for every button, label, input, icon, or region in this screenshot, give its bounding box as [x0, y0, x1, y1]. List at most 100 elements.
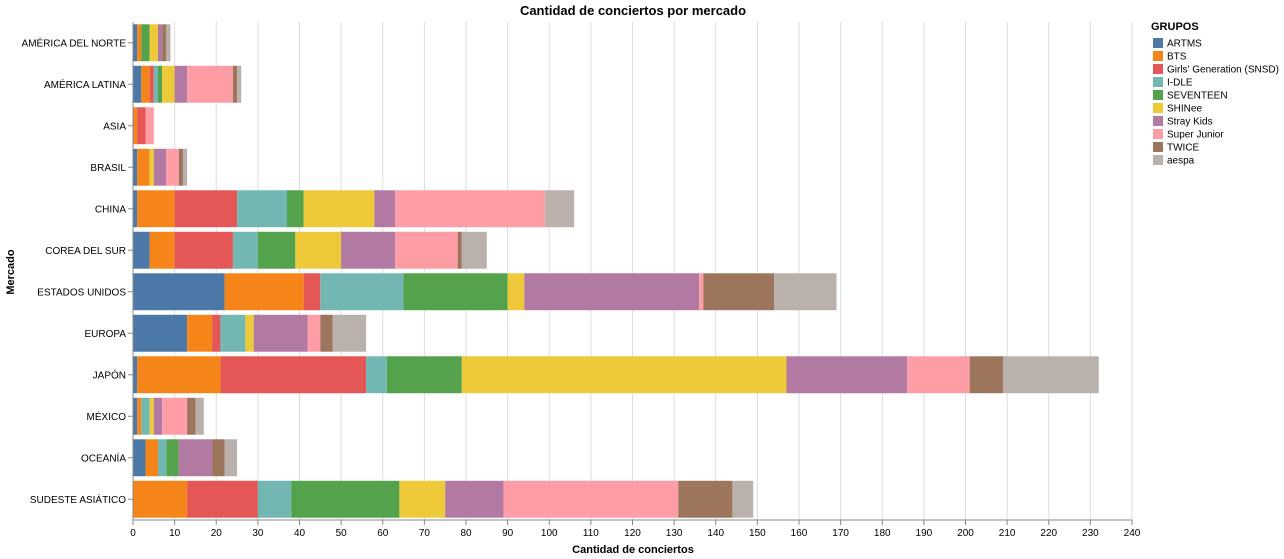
bar-segment [187, 480, 258, 518]
legend-swatch [1153, 116, 1163, 126]
bar-segment [133, 24, 138, 62]
bar-segment [237, 65, 242, 103]
y-tick-label: JAPÓN [93, 368, 126, 381]
bar-segment [774, 273, 837, 311]
bar-segment [187, 65, 233, 103]
x-tick-label: 120 [624, 528, 641, 539]
legend-swatch [1153, 103, 1163, 113]
bar-segment [232, 65, 238, 103]
bar-segment [907, 356, 970, 394]
bar-segment [320, 314, 333, 352]
bar-segment [220, 356, 367, 394]
bar-segment [149, 24, 158, 62]
bar-segment [133, 148, 138, 186]
x-tick-label: 200 [957, 528, 974, 539]
bar-segment [133, 231, 150, 269]
legend-swatch [1153, 51, 1163, 61]
bar-segment [461, 231, 487, 269]
bar-segment [332, 314, 367, 352]
bar-segment [157, 439, 167, 477]
y-tick-label: AMÉRICA LATINA [44, 78, 126, 91]
x-tick-label: 10 [169, 528, 181, 539]
bar-segment [386, 356, 462, 394]
bar-segment [212, 314, 221, 352]
y-tick-label: COREA DEL SUR [45, 246, 126, 257]
bar-segment [257, 480, 292, 518]
bar-segment [133, 480, 188, 518]
y-tick-label: CHINA [95, 204, 126, 215]
bar-segment [291, 480, 400, 518]
x-tick-label: 150 [749, 528, 766, 539]
y-tick-label: AMÉRICA DEL NORTE [22, 36, 127, 49]
x-tick-label: 70 [419, 528, 431, 539]
x-axis: 0 10 20 30 40 50 60 70 80 90 100 110 120 130 140 150 160… [130, 519, 1141, 539]
x-tick-label: 240 [1124, 528, 1141, 539]
bar-segment [162, 65, 175, 103]
bar-segment [732, 480, 754, 518]
bar-segment [162, 397, 188, 435]
bar-segment [341, 231, 396, 269]
bar-segment [195, 397, 204, 435]
legend-swatch [1153, 142, 1163, 152]
y-tick-label: OCEANÍA [81, 451, 126, 464]
bar-segment [141, 65, 150, 103]
bar-segment [133, 356, 138, 394]
bar-segment [166, 439, 179, 477]
y-tick-label: ESTADOS UNIDOS [37, 287, 126, 298]
bar-segment [445, 480, 504, 518]
bar-segment [157, 65, 163, 103]
bar-segment [162, 24, 167, 62]
legend-label: SEVENTEEN [1167, 91, 1228, 102]
bar-segment [137, 148, 150, 186]
bar-segment [153, 148, 167, 186]
x-tick-label: 110 [583, 528, 599, 539]
bar-segment [166, 148, 179, 186]
bar-segment [153, 65, 158, 103]
bar-segment [149, 148, 154, 186]
bar-segment [145, 439, 158, 477]
bar-segment [157, 24, 163, 62]
x-tick-label: 50 [336, 528, 348, 539]
legend: GRUPOS ARTMS BTS Girls' Generation (SNSD) I… [1151, 21, 1279, 167]
bar-segment [395, 190, 546, 228]
x-tick-label: 170 [832, 528, 849, 539]
chart-title: Cantidad de conciertos por mercado [520, 3, 746, 18]
x-tick-label: 40 [294, 528, 306, 539]
legend-swatch [1153, 64, 1163, 74]
x-axis-title: Cantidad de conciertos [572, 544, 694, 556]
y-tick-label: BRASIL [90, 163, 126, 174]
legend-swatch [1153, 90, 1163, 100]
x-tick-label: 80 [460, 528, 472, 539]
y-tick-label: SUDESTE ASIÁTICO [30, 493, 126, 506]
x-tick-label: 220 [1040, 528, 1057, 539]
bar-segment [232, 231, 258, 269]
x-tick-label: 20 [211, 528, 223, 539]
legend-swatch [1153, 38, 1163, 48]
bar-segment [133, 107, 138, 145]
bar-segment [141, 397, 150, 435]
legend-swatch [1153, 77, 1163, 87]
bar-segment [287, 190, 304, 228]
x-tick-label: 60 [377, 528, 389, 539]
y-tick-label: ASIA [103, 121, 126, 132]
x-tick-label: 30 [252, 528, 264, 539]
x-tick-label: 210 [999, 528, 1016, 539]
x-tick-label: 190 [916, 528, 933, 539]
x-tick-label: 90 [502, 528, 514, 539]
bar-segment [174, 190, 238, 228]
bar-segment [395, 231, 458, 269]
legend-label: Stray Kids [1167, 117, 1213, 128]
bar-segment [133, 439, 146, 477]
bar-segment [137, 397, 142, 435]
bar-segment [257, 231, 296, 269]
bar-segment [503, 480, 679, 518]
bar-segment [366, 356, 387, 394]
bar-segment [178, 148, 183, 186]
gridlines [132, 22, 1133, 520]
bar-segment [969, 356, 1003, 394]
legend-label: SHINee [1167, 104, 1202, 115]
bar-segment [133, 397, 138, 435]
legend-label: I-DLE [1167, 78, 1193, 89]
legend-label: aespa [1167, 156, 1195, 167]
